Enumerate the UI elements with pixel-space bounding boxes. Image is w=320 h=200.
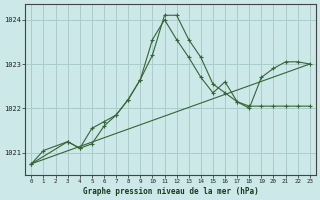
X-axis label: Graphe pression niveau de la mer (hPa): Graphe pression niveau de la mer (hPa) [83,187,259,196]
